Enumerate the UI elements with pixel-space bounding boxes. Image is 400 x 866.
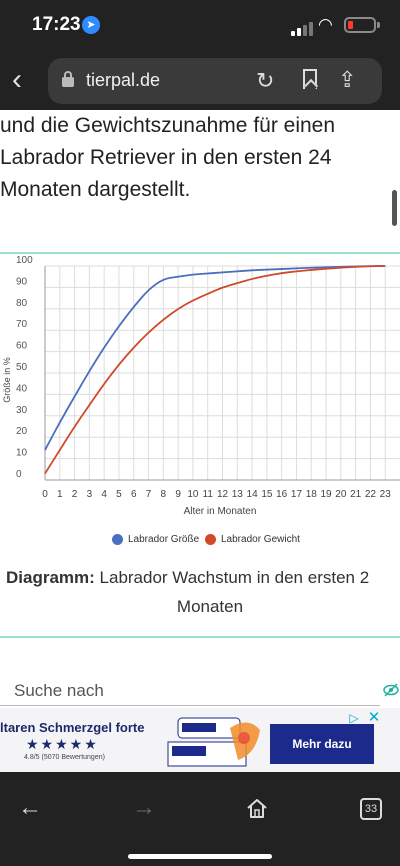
x-tick-label: 13	[232, 489, 244, 500]
cellular-signal-icon	[291, 18, 315, 36]
x-tick-label: 14	[247, 489, 259, 500]
x-tick-label: 3	[87, 489, 93, 500]
ad-cta-button[interactable]: Mehr dazu	[270, 724, 374, 764]
x-tick-label: 4	[101, 489, 107, 500]
legend-item-groesse[interactable]: Labrador Größe	[112, 534, 199, 545]
y-tick-label: 60	[16, 341, 28, 352]
legend-label: Labrador Gewicht	[221, 534, 300, 545]
reload-icon[interactable]: ↻	[256, 68, 275, 93]
nav-back-icon[interactable]: ←	[18, 794, 42, 821]
y-tick-label: 80	[16, 298, 28, 309]
x-tick-label: 10	[187, 489, 199, 500]
address-bar[interactable]: tierpal.de ↻ ⇪	[48, 58, 382, 104]
bookmark-icon[interactable]	[303, 69, 317, 89]
y-tick-label: 70	[16, 319, 28, 330]
article-line: Labrador Retriever in den ersten 24	[0, 146, 332, 169]
y-tick-label: 30	[16, 405, 28, 416]
lock-icon	[62, 71, 74, 87]
x-tick-label: 1	[57, 489, 63, 500]
series-line-gewicht	[44, 265, 386, 475]
chart-legend: Labrador Größe Labrador Gewicht	[0, 534, 400, 552]
search-input[interactable]: Suche nach	[14, 681, 104, 700]
x-tick-label: 22	[365, 489, 377, 500]
caption-line-2: Monaten	[176, 597, 244, 616]
nav-forward-icon[interactable]: →	[132, 794, 156, 821]
x-tick-label: 2	[72, 489, 78, 500]
legend-dot-icon	[112, 534, 123, 545]
x-tick-label: 17	[291, 489, 303, 500]
x-tick-label: 19	[320, 489, 332, 500]
caption-line-1: Diagramm: Labrador Wachstum in den erste…	[6, 563, 369, 592]
x-tick-label: 18	[306, 489, 318, 500]
y-tick-label: 40	[16, 383, 28, 394]
x-tick-label: 11	[203, 489, 214, 500]
search-row[interactable]: Suche nach	[0, 678, 400, 708]
legend-label: Labrador Größe	[128, 534, 200, 545]
x-tick-label: 9	[175, 489, 181, 500]
y-tick-label: 0	[16, 469, 22, 480]
legend-dot-icon	[205, 534, 216, 545]
x-tick-label: 21	[350, 489, 362, 500]
article-text: und die Gewichtszunahme für einen Labrad…	[0, 110, 400, 206]
caption-rest: Labrador Wachstum in den ersten 2	[94, 568, 370, 587]
ad-stars: ★★★★★	[26, 736, 99, 752]
ad-info-icon[interactable]: ▷	[349, 711, 359, 725]
y-tick-label: 20	[16, 426, 28, 437]
share-icon[interactable]: ⇪	[338, 67, 357, 92]
y-tick-label: 50	[16, 362, 28, 373]
ad-rating: 4.8/5 (5070 Bewertungen)	[24, 754, 105, 761]
home-indicator	[128, 854, 272, 859]
wifi-icon: ◠	[318, 15, 333, 34]
x-tick-label: 20	[335, 489, 347, 500]
x-tick-label: 0	[42, 489, 48, 500]
x-tick-label: 8	[161, 489, 167, 500]
x-axis-label: Alter in Monaten	[184, 506, 257, 517]
series-line-groesse	[44, 265, 386, 451]
x-tick-label: 7	[146, 489, 152, 500]
y-axis-label: Größe in %	[2, 357, 12, 403]
x-tick-label: 16	[276, 489, 288, 500]
scroll-indicator[interactable]	[392, 190, 397, 226]
ad-banner[interactable]: ltaren Schmerzgel forte ★★★★★ 4.8/5 (507…	[0, 708, 400, 772]
divider-bottom	[0, 636, 400, 638]
browser-bottom-toolbar: ← → 33	[0, 772, 400, 866]
eye-hidden-icon[interactable]	[383, 683, 399, 697]
x-tick-label: 15	[261, 489, 273, 500]
url-text: tierpal.de	[86, 70, 161, 90]
ad-close-icon[interactable]: ✕	[367, 709, 381, 726]
caption-bold: Diagramm:	[6, 568, 95, 587]
x-tick-label: 23	[380, 489, 392, 500]
status-time: 17:23	[32, 14, 81, 35]
article-line: Monaten dargestellt.	[0, 178, 191, 201]
x-tick-label: 5	[116, 489, 122, 500]
legend-item-gewicht[interactable]: Labrador Gewicht	[205, 534, 300, 545]
y-tick-label: 100	[16, 255, 33, 266]
article-line: und die Gewichtszunahme für einen	[0, 114, 336, 137]
x-tick-label: 12	[217, 489, 229, 500]
home-icon[interactable]	[246, 798, 268, 818]
search-underline	[0, 705, 380, 706]
product-image	[167, 717, 260, 767]
status-bar: 17:23 ➤ ◠	[0, 0, 400, 52]
browser-toolbar: ‹ tierpal.de ↻ ⇪	[0, 52, 400, 110]
battery-icon	[344, 17, 376, 33]
divider-top	[0, 252, 400, 254]
ad-title: ltaren Schmerzgel forte	[0, 720, 145, 735]
location-arrow-icon: ➤	[82, 16, 100, 34]
tabs-count-button[interactable]: 33	[360, 798, 382, 820]
y-tick-label: 10	[16, 448, 28, 459]
battery-tip	[377, 22, 380, 28]
browser-back-icon[interactable]: ‹	[12, 63, 22, 96]
y-tick-label: 90	[16, 276, 28, 287]
x-tick-label: 6	[131, 489, 137, 500]
